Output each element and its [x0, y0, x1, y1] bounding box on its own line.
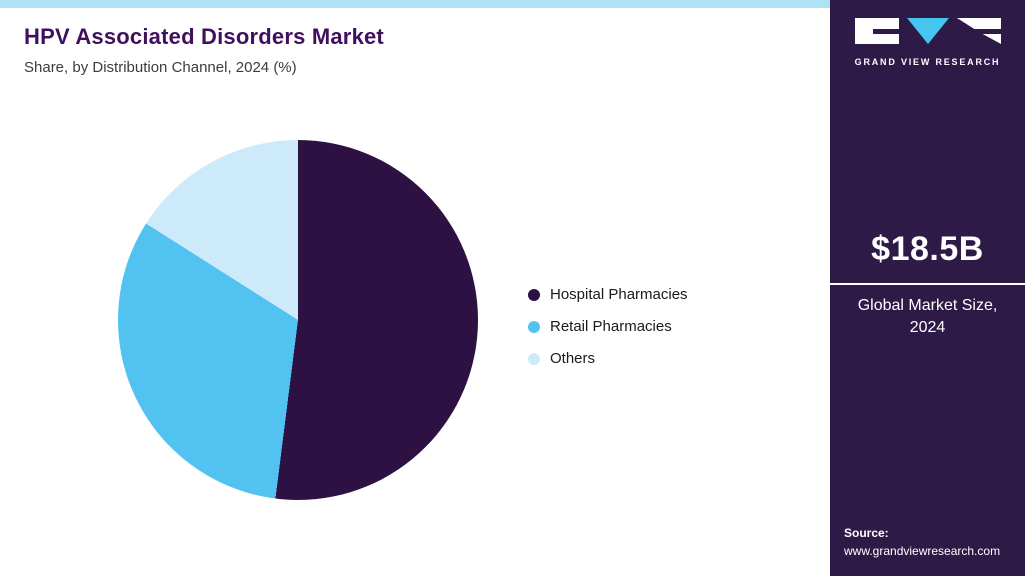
chart-header: HPV Associated Disorders Market Share, b… [24, 24, 384, 76]
legend-label: Others [550, 350, 596, 367]
brand-name: GRAND VIEW RESEARCH [854, 57, 1001, 67]
divider [830, 283, 1025, 285]
legend-label: Retail Pharmacies [550, 318, 672, 335]
pie-chart [118, 140, 478, 500]
top-accent-strip [0, 0, 830, 8]
legend-dot [528, 352, 540, 365]
source-label: Source: [844, 526, 889, 540]
brand-logo: GRAND VIEW RESEARCH [830, 16, 1025, 67]
legend-label: Hospital Pharmacies [550, 286, 688, 303]
legend-item: Hospital Pharmacies [528, 286, 688, 303]
grand-view-research-logo-icon [854, 18, 1001, 44]
source-url-link[interactable]: www.grandviewresearch.com [844, 544, 1001, 558]
page-subtitle: Share, by Distribution Channel, 2024 (%) [24, 59, 297, 76]
market-size-value: $18.5B [871, 230, 984, 268]
legend-dot [528, 320, 540, 333]
sidebar: GRAND VIEW RESEARCH $18.5B Global Market… [830, 0, 1025, 576]
chart-legend: Hospital Pharmacies Retail Pharmacies Ot… [528, 286, 688, 367]
source-block: Source: www.grandviewresearch.com [844, 524, 1000, 560]
legend-item: Others [528, 350, 688, 367]
page-title: HPV Associated Disorders Market [24, 24, 384, 49]
legend-dot [528, 288, 540, 301]
market-size-label: Global Market Size, 2024 [857, 297, 998, 336]
legend-item: Retail Pharmacies [528, 318, 688, 335]
market-size-block: $18.5B Global Market Size, 2024 [830, 230, 1025, 338]
